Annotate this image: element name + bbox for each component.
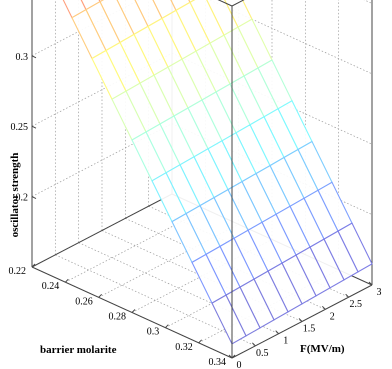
z-axis-label: oscillator strength: [9, 153, 21, 238]
z-tick-label: 0.25: [11, 122, 29, 133]
x-axis-label: barrier molarite: [40, 344, 117, 356]
y-tick-label: 0.5: [256, 348, 269, 359]
surface-mesh: [62, 0, 373, 345]
wall-grid-line: [208, 0, 373, 75]
y-tick-label: 3: [377, 287, 382, 298]
box-edge: [31, 193, 173, 268]
x-tick-label: 0.22: [9, 266, 27, 277]
box-edge: [231, 0, 245, 7]
y-tick-label: 0: [237, 360, 242, 369]
z-tick-label: 0.2: [16, 193, 29, 204]
y-tick-label: 1: [283, 336, 288, 347]
y-tick-label: 1.5: [303, 324, 316, 335]
y-axis-label: F(MV/m): [300, 343, 345, 355]
z-tick-label: 0.3: [16, 52, 29, 63]
floor-grid-line: [55, 254, 256, 347]
x-tick-label: 0.32: [175, 342, 193, 353]
x-tick-label: 0.3: [147, 327, 160, 338]
y-tick-label: 2.5: [349, 299, 362, 310]
x-tick-label: 0.34: [209, 357, 227, 368]
y-tick-label: 2: [330, 311, 335, 322]
x-tick-label: 0.24: [42, 281, 60, 292]
x-tick-label: 0.26: [75, 296, 93, 307]
tick-labels: 0.20.250.30.350.40.220.240.260.280.30.32…: [9, 52, 382, 369]
surface-cell: [211, 294, 247, 345]
x-tick-label: 0.28: [109, 312, 127, 323]
